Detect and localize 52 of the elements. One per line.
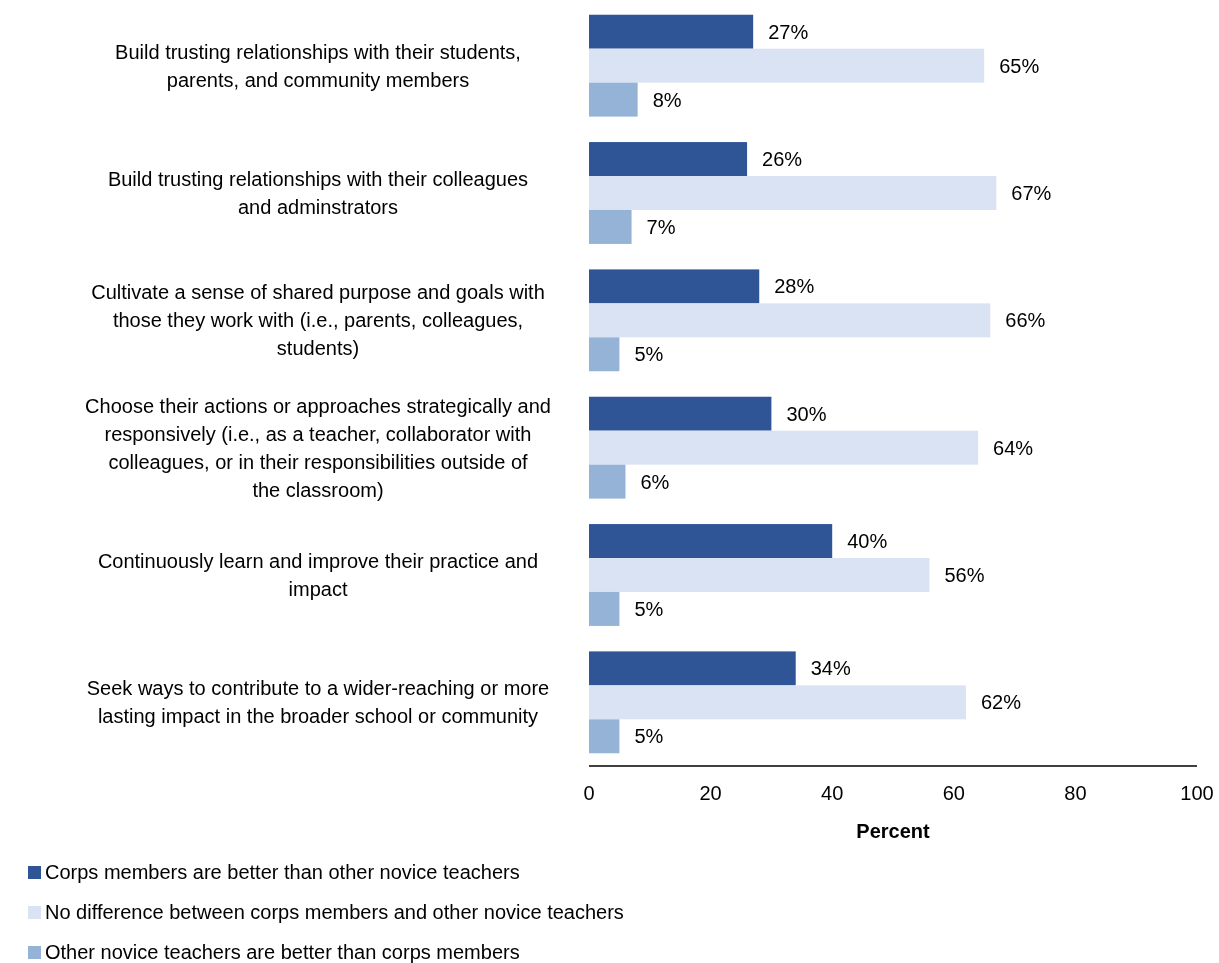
data-label: 5%	[634, 725, 664, 748]
y-tick-label: Build trusting relationships with their students, parents, and community members	[115, 40, 521, 91]
bar	[589, 14, 754, 49]
x-tick-label: 0	[583, 782, 595, 804]
data-label: 28%	[774, 275, 815, 298]
data-label: 30%	[786, 402, 827, 425]
data-label: 64%	[993, 436, 1034, 459]
data-label: 27%	[768, 20, 809, 43]
bar	[589, 142, 748, 177]
bar	[589, 48, 985, 83]
bar	[589, 176, 997, 210]
x-tick-label: 40	[821, 782, 844, 804]
x-tick-label: 100	[1180, 782, 1214, 804]
data-label: 67%	[1011, 182, 1052, 204]
y-tick-label: Cultivate a sense of shared purpose and goals with those they work with (i.e., parents, colleagues, students)	[91, 281, 545, 360]
legend-label: Other novice teachers are better than corps members	[45, 941, 520, 963]
data-label: 26%	[762, 148, 803, 171]
bar	[589, 719, 620, 754]
x-tick-label: 60	[942, 782, 965, 804]
data-label: 5%	[634, 597, 664, 620]
bar	[589, 269, 760, 304]
bar	[589, 396, 772, 431]
bar	[589, 685, 966, 720]
bar	[589, 464, 626, 499]
data-label: 40%	[847, 530, 888, 553]
data-label: 8%	[652, 88, 682, 111]
legend-label: Corps members are better than other novice teachers	[45, 861, 520, 883]
y-tick-label: Continuously learn and improve their practice and impact	[97, 550, 539, 600]
bar	[589, 82, 638, 117]
y-tick-label: Choose their actions or approaches strategically and responsively (i.e., as a teacher, collaborator with colleagues, or in their responsibilities outside of the classroom)	[85, 394, 551, 501]
bar	[589, 524, 833, 559]
bar	[589, 430, 979, 465]
data-label: 56%	[944, 564, 985, 586]
data-label: 34%	[810, 657, 851, 680]
bar	[589, 303, 991, 338]
bar	[589, 337, 620, 372]
bar	[589, 651, 796, 686]
data-label: 65%	[999, 54, 1040, 77]
y-tick-label: Seek ways to contribute to a wider-reaching or more lasting impact in the broader school or community	[86, 677, 550, 728]
data-label: 6%	[640, 470, 670, 493]
x-tick-label: 20	[699, 782, 722, 804]
data-label: 66%	[1005, 309, 1046, 332]
legend-label: No difference between corps members and other novice teachers	[45, 901, 624, 923]
y-tick-label: Build trusting relationships with their colleagues and adminstrators	[107, 168, 529, 218]
bar	[589, 558, 930, 592]
data-label: 7%	[646, 215, 676, 238]
bar	[589, 209, 632, 244]
x-axis-title: Percent	[856, 820, 931, 842]
data-label: 62%	[980, 691, 1022, 714]
x-tick-label: 80	[1064, 782, 1087, 804]
data-label: 5%	[634, 343, 664, 366]
bar	[589, 591, 620, 626]
